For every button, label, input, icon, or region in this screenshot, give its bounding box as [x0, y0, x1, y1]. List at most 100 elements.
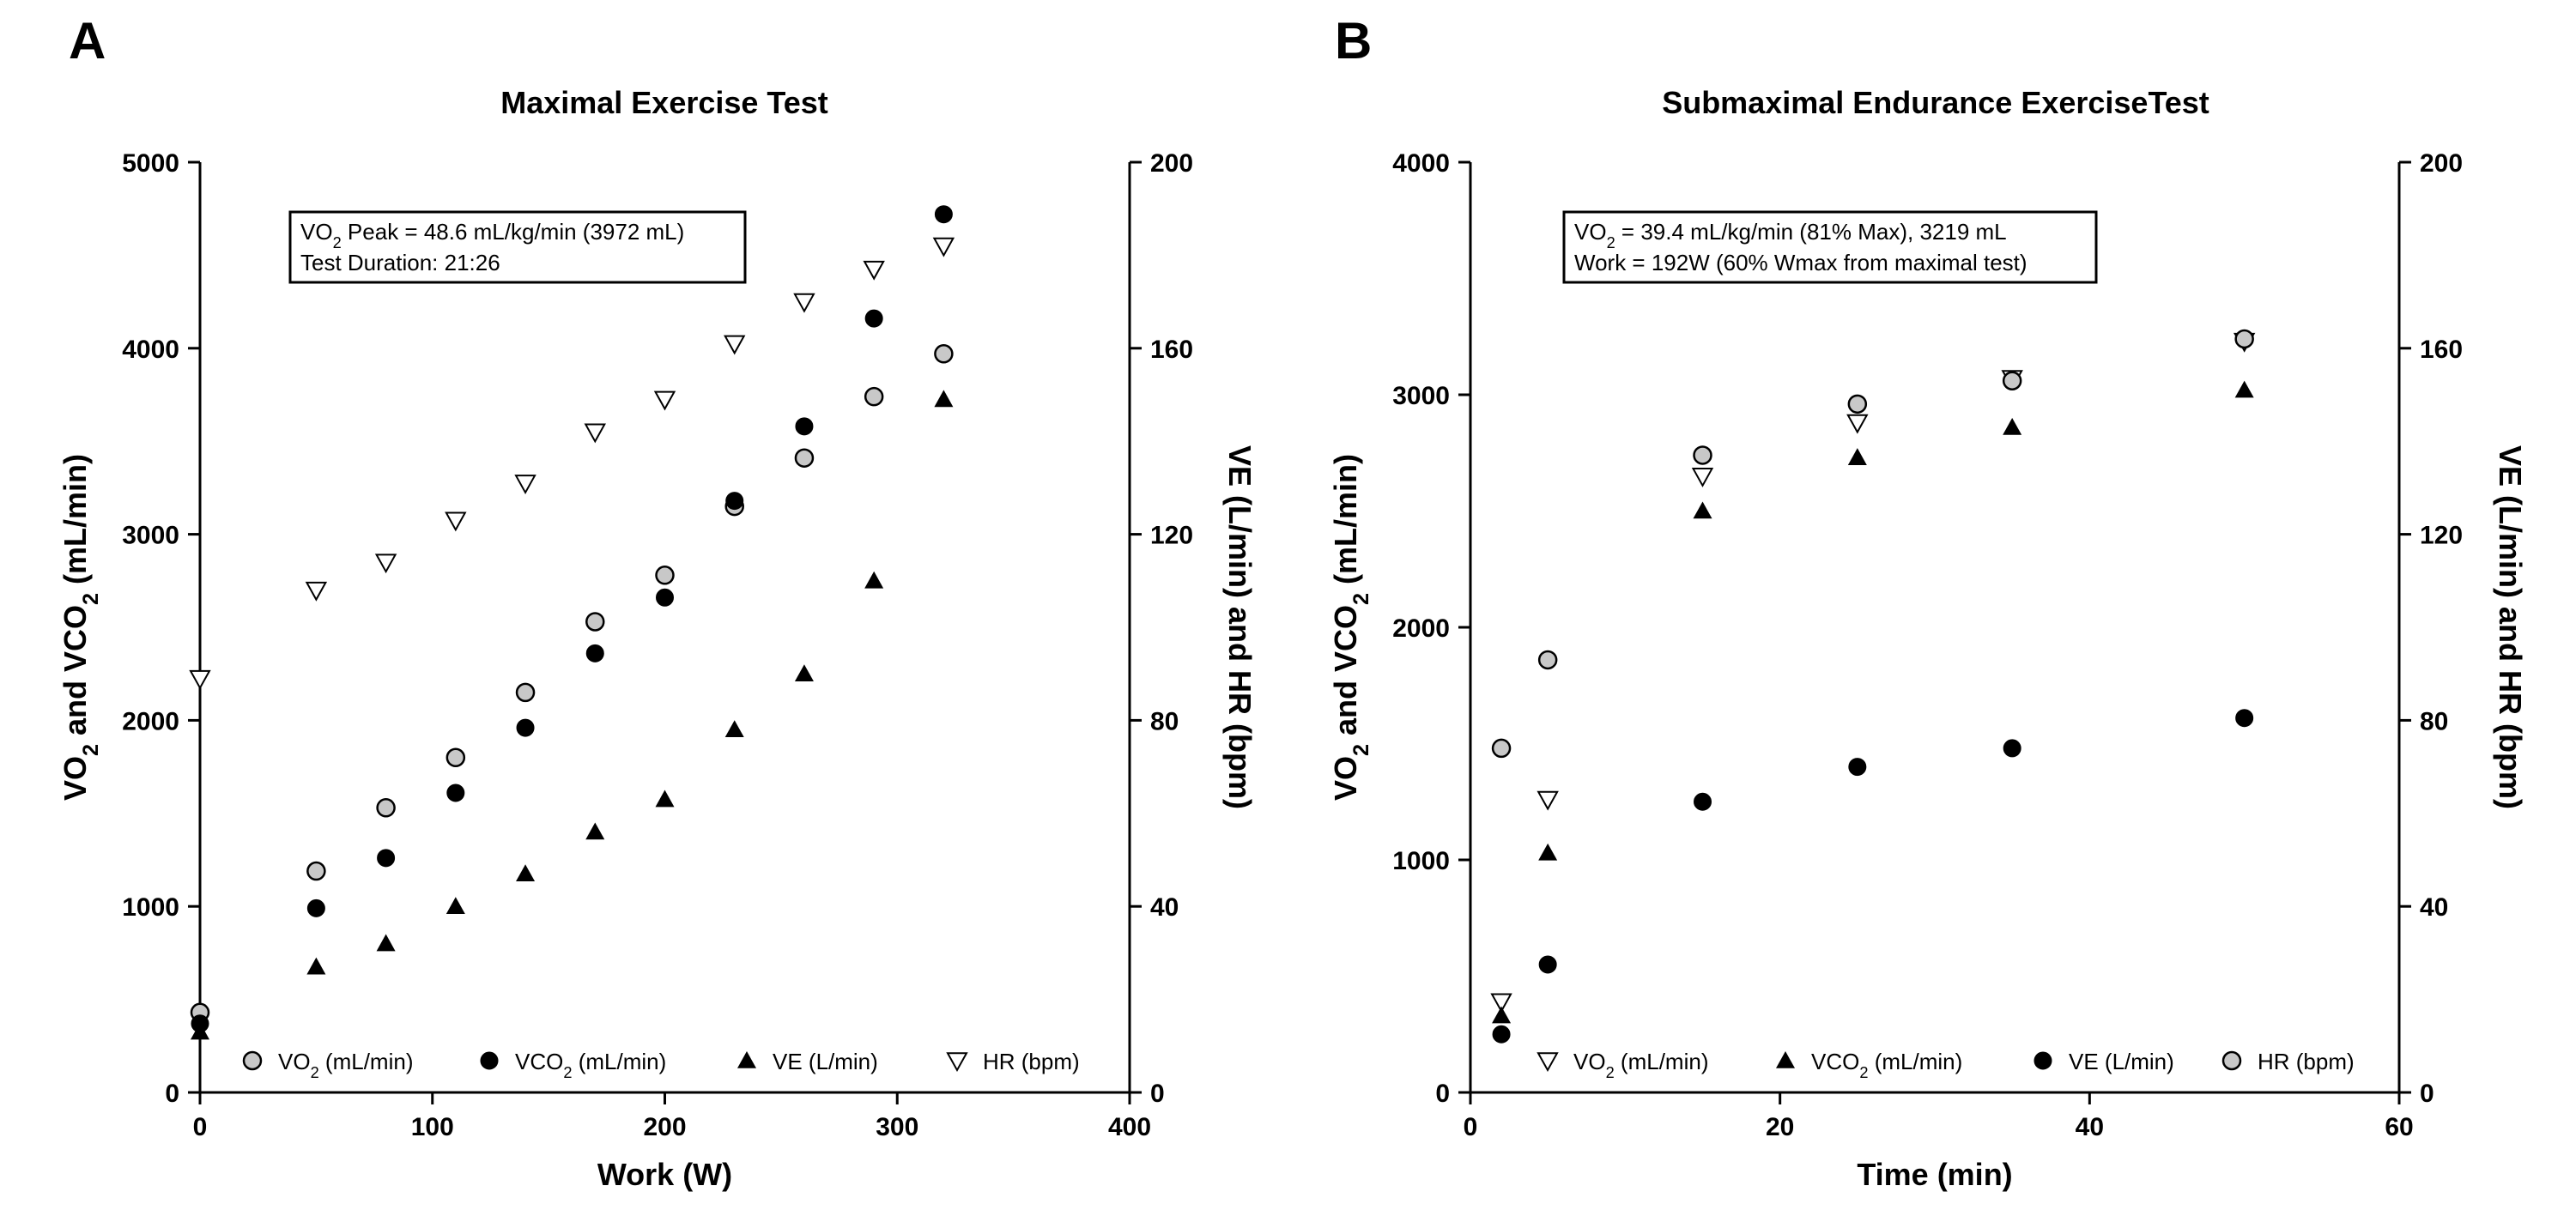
point-ve-l-min-b [1492, 1025, 1511, 1044]
x-tick-label-b: 60 [2385, 1113, 2413, 1141]
x-tick-label-a: 300 [876, 1113, 918, 1141]
point-vco2-ml-min-a [306, 898, 325, 917]
point-ve-l-min-a [376, 934, 396, 952]
point-ve-l-min-a [934, 390, 954, 408]
y-axis-title-right-a: VE (L/min) and HR (bpm) [1222, 445, 1258, 809]
point-vco2-ml-min-b [1538, 843, 1558, 861]
x-tick-label-a: 100 [411, 1113, 454, 1141]
panel-a: A Maximal Exercise Test 0 100 200 300 400010… [58, 12, 1258, 1192]
annotation-line-b: Work = 192W (60% Wmax from maximal test) [1574, 250, 2027, 275]
point-vco2-ml-min-b [1492, 1006, 1512, 1024]
point-hr-bpm-b [1537, 650, 1558, 670]
legend-label-a: VCO2 (mL/min) [515, 1049, 666, 1081]
panel-b: B Submaximal Endurance ExerciseTest 0 20 4… [1328, 12, 2528, 1192]
point-hr-bpm-a [374, 554, 397, 574]
legend-label-a: VO2 (mL/min) [278, 1049, 413, 1081]
legend-marker-a [737, 1051, 756, 1068]
point-vco2-ml-min-a [864, 309, 883, 328]
point-ve-l-min-a [724, 720, 744, 738]
x-tick-label-a: 200 [643, 1113, 686, 1141]
point-ve-l-min-b [2235, 709, 2254, 728]
point-vo2-ml-min-b [1490, 993, 1512, 1013]
point-ve-l-min-a [585, 822, 605, 840]
point-hr-bpm-a [653, 390, 676, 411]
point-hr-bpm-a [932, 237, 955, 257]
legend-marker-a [242, 1050, 263, 1071]
point-vo2-ml-min-a [445, 747, 466, 768]
point-vco2-ml-min-a [795, 417, 814, 436]
y-tick-label-right-b: 120 [2420, 522, 2463, 550]
point-ve-l-min-b [1848, 758, 1867, 777]
annotation-frame-a [288, 210, 747, 284]
point-ve-l-min-b [2003, 739, 2021, 758]
point-ve-l-min-b [1694, 792, 1712, 811]
point-vo2-ml-min-a [794, 448, 815, 468]
point-vo2-ml-min-b [1846, 414, 1869, 434]
point-ve-l-min-a [191, 1022, 209, 1040]
annotation-box-b: VO2 = 39.4 mL/kg/min (81% Max), 3219 mLW… [1562, 210, 2098, 284]
point-vo2-ml-min-a [934, 344, 954, 364]
y-tick-label-left-b: 4000 [1392, 149, 1450, 178]
y-tick-label-left-b: 2000 [1392, 614, 1450, 643]
legend-label-b: VE (L/min) [2069, 1049, 2174, 1074]
point-vo2-ml-min-b [1691, 468, 1714, 487]
point-hr-bpm-a [584, 423, 606, 444]
annotation-line-a: Test Duration: 21:26 [300, 250, 500, 275]
y-tick-label-right-a: 160 [1150, 336, 1193, 364]
annotation-frame-b [1562, 210, 2098, 284]
legend-b: VO2 (mL/min) VCO2 (mL/min) VE (L/min) HR (b… [1537, 1049, 2355, 1081]
point-vo2-ml-min-a [376, 798, 396, 818]
point-hr-bpm-b [1491, 738, 1512, 759]
marks-b [1490, 329, 2256, 1044]
y-tick-label-left-a: 5000 [122, 149, 179, 178]
x-axis-title-b: Time (min) [1857, 1157, 2012, 1192]
marks-a [189, 205, 955, 1040]
point-ve-l-min-a [864, 571, 884, 589]
legend-marker-a [480, 1051, 499, 1070]
ticks-a: 0 100 200 300 400010002000300040005000040801… [58, 149, 1258, 1192]
y-tick-label-right-a: 80 [1150, 707, 1179, 735]
annotation-line-b: VO2 = 39.4 mL/kg/min (81% Max), 3219 mL [1574, 219, 2007, 251]
y-tick-label-right-b: 200 [2420, 149, 2463, 178]
y-tick-label-left-b: 0 [1435, 1080, 1450, 1108]
legend-marker-b [1537, 1052, 1559, 1073]
legend-label-a: VE (L/min) [773, 1049, 878, 1074]
legend-label-b: VCO2 (mL/min) [1811, 1049, 1962, 1081]
point-hr-bpm-a [514, 475, 536, 495]
point-vco2-ml-min-b [1693, 501, 1712, 519]
point-vo2-ml-min-b [1537, 790, 1559, 811]
y-tick-label-left-b: 3000 [1392, 382, 1450, 410]
legend-marker-b [2034, 1051, 2052, 1070]
point-vco2-ml-min-a [377, 849, 396, 868]
y-tick-label-right-a: 120 [1150, 522, 1193, 550]
legend-marker-a [946, 1052, 968, 1073]
legend-label-a: HR (bpm) [983, 1049, 1080, 1074]
annotation-line-a: VO2 Peak = 48.6 mL/kg/min (3972 mL) [300, 219, 684, 251]
y-tick-label-right-a: 200 [1150, 149, 1193, 178]
x-tick-label-b: 20 [1766, 1113, 1794, 1141]
y-tick-label-left-a: 3000 [122, 522, 179, 550]
point-hr-bpm-a [793, 293, 815, 313]
legend-label-b: HR (bpm) [2258, 1049, 2355, 1074]
point-vo2-ml-min-a [864, 386, 884, 407]
y-axis-title-left-b: VO2 and VCO2 (mL/min) [1328, 454, 1373, 801]
y-tick-label-left-a: 2000 [122, 707, 179, 735]
ticks-b: 0 20 40 600100020003000400004080120160200Ti… [1328, 149, 2528, 1192]
point-ve-l-min-b [1538, 955, 1557, 974]
y-axis-title-right-b: VE (L/min) and HR (bpm) [2493, 445, 2528, 809]
x-tick-label-b: 40 [2076, 1113, 2104, 1141]
point-hr-bpm-b [2002, 371, 2022, 390]
legend-marker-b [1776, 1051, 1795, 1068]
point-vo2-ml-min-a [585, 612, 605, 632]
panel-letter-a: A [69, 12, 106, 70]
point-ve-l-min-a [794, 664, 814, 681]
y-tick-label-left-a: 4000 [122, 336, 179, 364]
point-vco2-ml-min-b [2003, 417, 2022, 435]
y-tick-label-right-b: 0 [2420, 1080, 2434, 1108]
legend-marker-b [2221, 1050, 2242, 1071]
panel-letter-b: B [1335, 12, 1372, 70]
point-vco2-ml-min-a [934, 205, 953, 224]
point-vco2-ml-min-b [2234, 380, 2254, 398]
chart-title-b: Submaximal Endurance ExerciseTest [1662, 85, 2209, 120]
